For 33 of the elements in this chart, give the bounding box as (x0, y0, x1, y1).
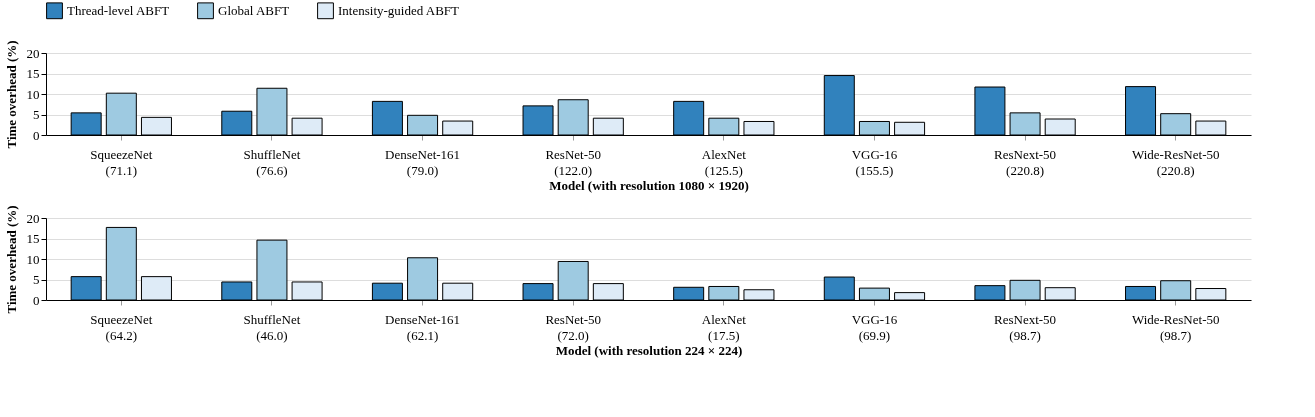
x-tick-label: SqueezeNet (71.1) (90, 146, 153, 178)
y-tick-label: 0 (33, 127, 40, 143)
x-tick-label: ResNet-50 (122.0) (545, 146, 601, 178)
x-tick-label: ShuffleNet (46.0) (243, 311, 301, 343)
x-tick-label: AlexNet (17.5) (701, 311, 747, 343)
x-axis-title: Model (with resolution 224 × 224) (555, 342, 743, 358)
x-tick-label: VGG-16 (69.9) (851, 311, 898, 343)
y-tick-label: 10 (26, 251, 40, 267)
x-tick-label: ResNext-50 (220.8) (994, 146, 1057, 178)
y-axis-title: Time overhead (%) (3, 205, 19, 314)
y-tick-label: 20 (26, 210, 40, 226)
y-tick-label: 5 (33, 107, 40, 122)
x-tick-label: ResNext-50 (98.7) (994, 311, 1057, 343)
x-tick-label: VGG-16 (155.5) (851, 146, 898, 178)
x-tick-label: DenseNet-161 (79.0) (385, 146, 461, 178)
legend-label: Intensity-guided ABFT (338, 2, 460, 18)
legend-label: Thread-level ABFT (67, 2, 170, 18)
y-tick-label: 10 (26, 86, 40, 102)
x-tick-label: SqueezeNet (64.2) (90, 311, 153, 343)
y-tick-label: 15 (26, 231, 40, 246)
y-tick-label: 0 (33, 292, 40, 308)
y-tick-label: 5 (33, 272, 40, 287)
x-tick-label: Wide-ResNet-50 (98.7) (1131, 311, 1220, 343)
y-axis-title: Time overhead (%) (3, 40, 19, 149)
y-tick-label: 15 (26, 66, 40, 81)
x-tick-label: ResNet-50 (72.0) (545, 311, 601, 343)
x-tick-label: AlexNet (125.5) (701, 146, 747, 178)
legend-label: Global ABFT (218, 2, 290, 18)
x-tick-label: DenseNet-161 (62.1) (385, 311, 461, 343)
y-tick-label: 20 (26, 45, 40, 61)
x-tick-label: Wide-ResNet-50 (220.8) (1131, 146, 1220, 178)
x-axis-title: Model (with resolution 1080 × 1920) (549, 177, 749, 193)
x-tick-label: ShuffleNet (76.6) (243, 146, 301, 178)
